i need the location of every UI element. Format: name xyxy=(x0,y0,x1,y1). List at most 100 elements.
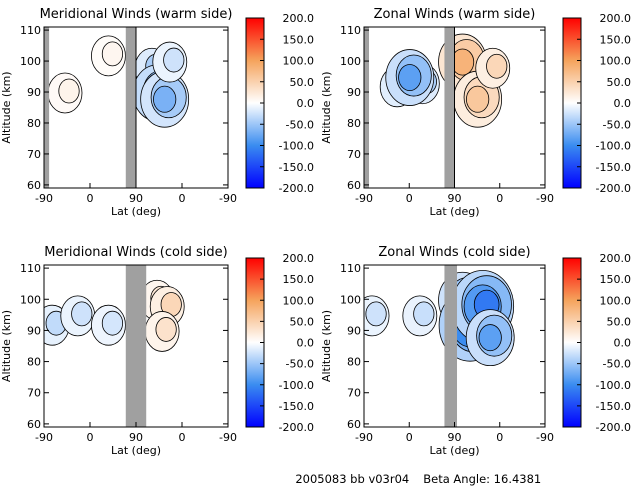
footer-run-id: 2005083 bb v03r04 xyxy=(295,472,410,486)
x-tick-label: 0 xyxy=(406,431,413,444)
chart-panel-2: Zonal Winds (warm side) 60 70 80 90 100 110 Alt… xyxy=(320,7,631,218)
chart-title: Meridional Winds (cold side) xyxy=(44,245,227,260)
plot-area xyxy=(44,27,190,188)
colorbar-tick-label: -200.0 xyxy=(279,421,314,434)
colorbar-tick-label: 200.0 xyxy=(600,252,632,265)
colorbar-tick-label: 150.0 xyxy=(600,273,632,286)
y-tick-label: 60 xyxy=(347,179,361,192)
y-tick-label: 70 xyxy=(347,148,361,161)
y-tick-label: 90 xyxy=(347,324,361,337)
colorbar-tick-label: -150.0 xyxy=(279,161,314,174)
colorbar-tick-label: 100.0 xyxy=(283,294,315,307)
y-tick-label: 70 xyxy=(27,387,41,400)
y-tick-label: 80 xyxy=(347,117,361,130)
colorbar-tick-label: -100.0 xyxy=(279,140,314,153)
y-tick-label: 110 xyxy=(20,262,41,275)
colorbar-tick-label: 200.0 xyxy=(283,252,315,265)
y-tick-label: 60 xyxy=(27,418,41,431)
colorbar-tick-label: 150.0 xyxy=(600,33,632,46)
contour-blob xyxy=(486,53,508,79)
colorbar-tick-label: -50.0 xyxy=(286,118,314,131)
chart-panel-3: Meridional Winds (cold side) 60 70 80 90 100 1… xyxy=(0,245,314,457)
colorbar-tick-label: 100.0 xyxy=(600,55,632,68)
colorbar-tick-label: 0.0 xyxy=(297,97,315,110)
colorbar-tick-label: 150.0 xyxy=(283,33,315,46)
contour-blob xyxy=(101,310,124,336)
x-tick-label: -90 xyxy=(219,192,237,205)
colorbar-tick-label: 200.0 xyxy=(600,12,632,25)
colorbar-tick-label: -150.0 xyxy=(596,400,631,413)
x-tick-label: 0 xyxy=(87,192,94,205)
y-tick-label: 60 xyxy=(347,418,361,431)
x-tick-label: 90 xyxy=(448,431,462,444)
contour-blob xyxy=(58,78,80,104)
footer-beta-angle: Beta Angle: 16.4381 xyxy=(423,472,542,486)
y-tick-label: 100 xyxy=(340,293,361,306)
chart-panel-1: Meridional Winds (warm side) 60 70 80 90 100 1… xyxy=(0,7,314,218)
colorbar-tick-label: 50.0 xyxy=(607,76,632,89)
x-tick-label: 0 xyxy=(87,431,94,444)
chart-title: Zonal Winds (warm side) xyxy=(374,7,536,22)
plot-area xyxy=(364,265,515,427)
y-tick-label: 90 xyxy=(27,86,41,99)
colorbar-tick-label: 0.0 xyxy=(297,337,315,350)
x-tick-label: -90 xyxy=(219,431,237,444)
x-tick-label: 0 xyxy=(496,192,503,205)
colorbar-tick-label: 150.0 xyxy=(283,273,315,286)
colorbar-tick-label: -200.0 xyxy=(596,182,631,195)
colorbar-tick-label: -50.0 xyxy=(603,118,631,131)
x-tick-label: -90 xyxy=(355,431,373,444)
contour-blob xyxy=(478,324,502,352)
plot-area xyxy=(44,265,185,427)
y-axis-label: Altitude (km) xyxy=(320,71,333,143)
x-tick-label: -90 xyxy=(35,192,53,205)
colorbar-tick-label: 50.0 xyxy=(290,315,315,328)
y-tick-label: 80 xyxy=(347,356,361,369)
contour-blob xyxy=(153,85,177,113)
colorbar-tick-label: 50.0 xyxy=(290,76,315,89)
y-tick-label: 60 xyxy=(27,179,41,192)
y-axis-label: Altitude (km) xyxy=(0,71,13,143)
y-tick-label: 110 xyxy=(20,24,41,37)
contour-blob xyxy=(398,64,422,92)
colorbar-tick-label: 200.0 xyxy=(283,12,315,25)
footer-caption: 2005083 bb v03r04 Beta Angle: 16.4381 xyxy=(288,458,541,486)
x-tick-label: -90 xyxy=(355,192,373,205)
colorbar-tick-label: -100.0 xyxy=(279,379,314,392)
colorbar-tick-label: -150.0 xyxy=(279,400,314,413)
y-tick-label: 80 xyxy=(27,356,41,369)
x-axis-label: Lat (deg) xyxy=(430,444,480,457)
x-tick-label: 90 xyxy=(129,192,143,205)
x-tick-label: -90 xyxy=(536,431,554,444)
contour-blob xyxy=(71,301,93,327)
colorbar-tick-label: 0.0 xyxy=(614,97,632,110)
contour-blob xyxy=(101,41,124,67)
colorbar-tick-label: -50.0 xyxy=(603,358,631,371)
no-data-band xyxy=(125,27,136,188)
y-tick-label: 110 xyxy=(340,24,361,37)
no-data-band xyxy=(444,265,458,427)
x-axis-label: Lat (deg) xyxy=(111,444,161,457)
plot-area xyxy=(364,27,511,188)
y-axis-label: Altitude (km) xyxy=(0,310,13,382)
colorbar-tick-label: -100.0 xyxy=(596,379,631,392)
chart-title: Zonal Winds (cold side) xyxy=(378,245,530,260)
x-tick-label: 0 xyxy=(179,431,186,444)
x-tick-label: 90 xyxy=(448,192,462,205)
x-tick-label: -90 xyxy=(35,431,53,444)
colorbar-tick-label: -200.0 xyxy=(596,421,631,434)
colorbar-tick-label: 50.0 xyxy=(607,315,632,328)
colorbar-tick-label: -150.0 xyxy=(596,161,631,174)
chart-panel-4: Zonal Winds (cold side) 60 70 80 90 100 110 Alt… xyxy=(320,245,631,457)
colorbar-tick-label: -200.0 xyxy=(279,182,314,195)
y-axis-label: Altitude (km) xyxy=(320,310,333,382)
y-tick-label: 100 xyxy=(340,55,361,68)
no-data-band xyxy=(444,27,455,188)
x-axis-label: Lat (deg) xyxy=(111,205,161,218)
x-tick-label: 0 xyxy=(179,192,186,205)
contour-blob xyxy=(413,301,435,327)
y-tick-label: 90 xyxy=(347,86,361,99)
no-data-band xyxy=(44,27,50,188)
y-tick-label: 90 xyxy=(27,324,41,337)
chart-title: Meridional Winds (warm side) xyxy=(40,7,233,22)
